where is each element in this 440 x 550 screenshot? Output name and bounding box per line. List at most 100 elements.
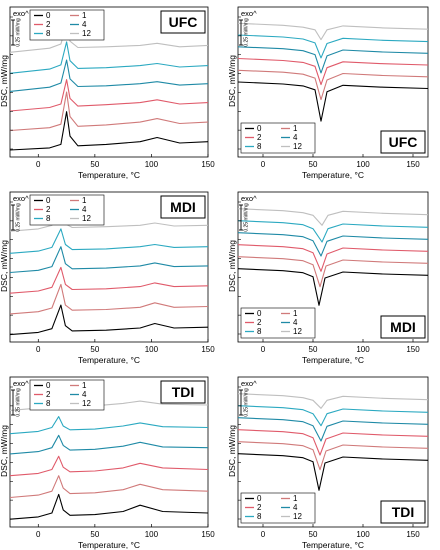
series-line-12	[238, 393, 428, 409]
legend-label-0: 0	[257, 494, 262, 503]
legend-label-8: 8	[257, 142, 262, 151]
series-line-4	[10, 246, 208, 274]
legend-label-0: 0	[46, 11, 51, 20]
x-axis-label: Temperature, °C	[78, 540, 140, 550]
series-line-12	[10, 23, 208, 53]
exo-label: exo^	[13, 379, 29, 388]
scale-bar-label: 0.25 mW/mg	[16, 18, 22, 47]
legend-label-12: 12	[82, 214, 91, 223]
legend-label-8: 8	[46, 29, 51, 38]
series-line-4	[238, 417, 428, 442]
scale-bar-label: 0.25 mW/mg	[16, 203, 22, 232]
legend-label-8: 8	[257, 512, 262, 521]
series-line-1	[238, 441, 428, 471]
legend-label-2: 2	[46, 205, 51, 214]
plot-frame	[237, 376, 429, 528]
series-group	[238, 22, 428, 122]
series-line-2	[238, 57, 428, 86]
x-tick-label: 150	[201, 160, 215, 169]
legend: 0 12 48 12	[240, 122, 316, 154]
y-axis-label: DSC, mW/mg	[0, 240, 9, 292]
plot-frame	[9, 191, 209, 343]
panel-label: UFC	[169, 14, 198, 30]
y-axis-label: DSC, mW/mg	[227, 240, 237, 292]
legend-label-12: 12	[293, 142, 302, 151]
series-line-4	[238, 232, 428, 257]
x-axis-label: Temperature, °C	[302, 540, 364, 550]
legend-label-1: 1	[82, 11, 87, 20]
series-line-2	[10, 79, 208, 112]
series-line-4	[238, 46, 428, 74]
series-line-0	[10, 111, 208, 151]
legend-label-0: 0	[257, 124, 262, 133]
legend-label-8: 8	[46, 399, 51, 408]
x-tick-label: 0	[36, 530, 41, 539]
series-line-1	[238, 256, 428, 288]
scale-bar-label: 0.25 mW/mg	[244, 203, 250, 232]
series-line-0	[238, 268, 428, 306]
series-line-8	[10, 416, 208, 435]
panel-label: TDI	[172, 384, 195, 400]
x-tick-label: 150	[201, 345, 215, 354]
x-tick-label: 50	[309, 345, 318, 354]
panel-label-box	[160, 10, 206, 34]
series-line-8	[10, 41, 208, 74]
plot-frame	[9, 6, 209, 158]
y-axis-label: DSC, mW/mg	[227, 425, 237, 477]
y-axis-label: DSC, mW/mg	[0, 55, 9, 107]
series-line-4	[10, 59, 208, 92]
series-line-12	[238, 22, 428, 41]
panel-1: 0 50 100 150 Temperature, °C DSC, mW/mg exo^0.…	[0, 6, 215, 180]
series-line-1	[238, 69, 428, 101]
x-axis-label: Temperature, °C	[302, 170, 364, 180]
legend-label-12: 12	[293, 512, 302, 521]
series-line-4	[10, 434, 208, 455]
series-line-8	[238, 405, 428, 427]
panel-label-box	[160, 380, 206, 404]
series-group	[238, 208, 428, 306]
x-tick-label: 0	[36, 345, 41, 354]
exo-label: exo^	[241, 194, 257, 203]
legend-label-2: 2	[46, 20, 51, 29]
x-tick-label: 100	[145, 160, 159, 169]
panel-5: 0 50 100 150 Temperature, °C DSC, mW/mg exo^0.…	[0, 376, 215, 550]
legend: 0 12 48 12	[240, 492, 316, 524]
x-tick-label: 150	[201, 530, 215, 539]
series-line-12	[238, 208, 428, 226]
series-line-0	[238, 453, 428, 491]
x-tick-label: 0	[36, 160, 41, 169]
x-tick-label: 50	[309, 530, 318, 539]
series-line-2	[238, 429, 428, 456]
legend-label-8: 8	[46, 214, 51, 223]
x-tick-label: 150	[406, 345, 420, 354]
panel-3: 0 50 100 150 Temperature, °C DSC, mW/mg exo^0.…	[0, 191, 215, 365]
x-tick-label: 0	[261, 345, 266, 354]
exo-label: exo^	[13, 9, 29, 18]
legend-label-12: 12	[293, 327, 302, 336]
scale-bar-label: 0.25 mW/mg	[244, 388, 250, 417]
legend-label-1: 1	[293, 124, 298, 133]
x-tick-label: 100	[356, 345, 370, 354]
legend: 0 12 48 12	[240, 307, 316, 339]
panel-label-box	[160, 195, 206, 219]
exo-label: exo^	[241, 379, 257, 388]
series-group	[10, 395, 208, 520]
panel-6: 0 50 100 150 Temperature, °C DSC, mW/mg exo^0.…	[227, 376, 429, 550]
x-tick-label: 0	[261, 530, 266, 539]
series-line-0	[238, 81, 428, 122]
x-axis-label: Temperature, °C	[78, 170, 140, 180]
x-tick-label: 0	[261, 160, 266, 169]
x-tick-label: 50	[309, 160, 318, 169]
series-line-2	[10, 266, 208, 294]
legend-label-2: 2	[257, 503, 262, 512]
scale-bar-label: 0.25 mW/mg	[244, 18, 250, 47]
x-tick-label: 100	[356, 160, 370, 169]
legend-label-2: 2	[257, 318, 262, 327]
series-line-8	[238, 34, 428, 59]
series-line-1	[10, 91, 208, 132]
panel-label: UFC	[389, 134, 418, 150]
series-line-8	[238, 220, 428, 243]
x-tick-label: 150	[406, 530, 420, 539]
legend-label-1: 1	[82, 196, 87, 205]
